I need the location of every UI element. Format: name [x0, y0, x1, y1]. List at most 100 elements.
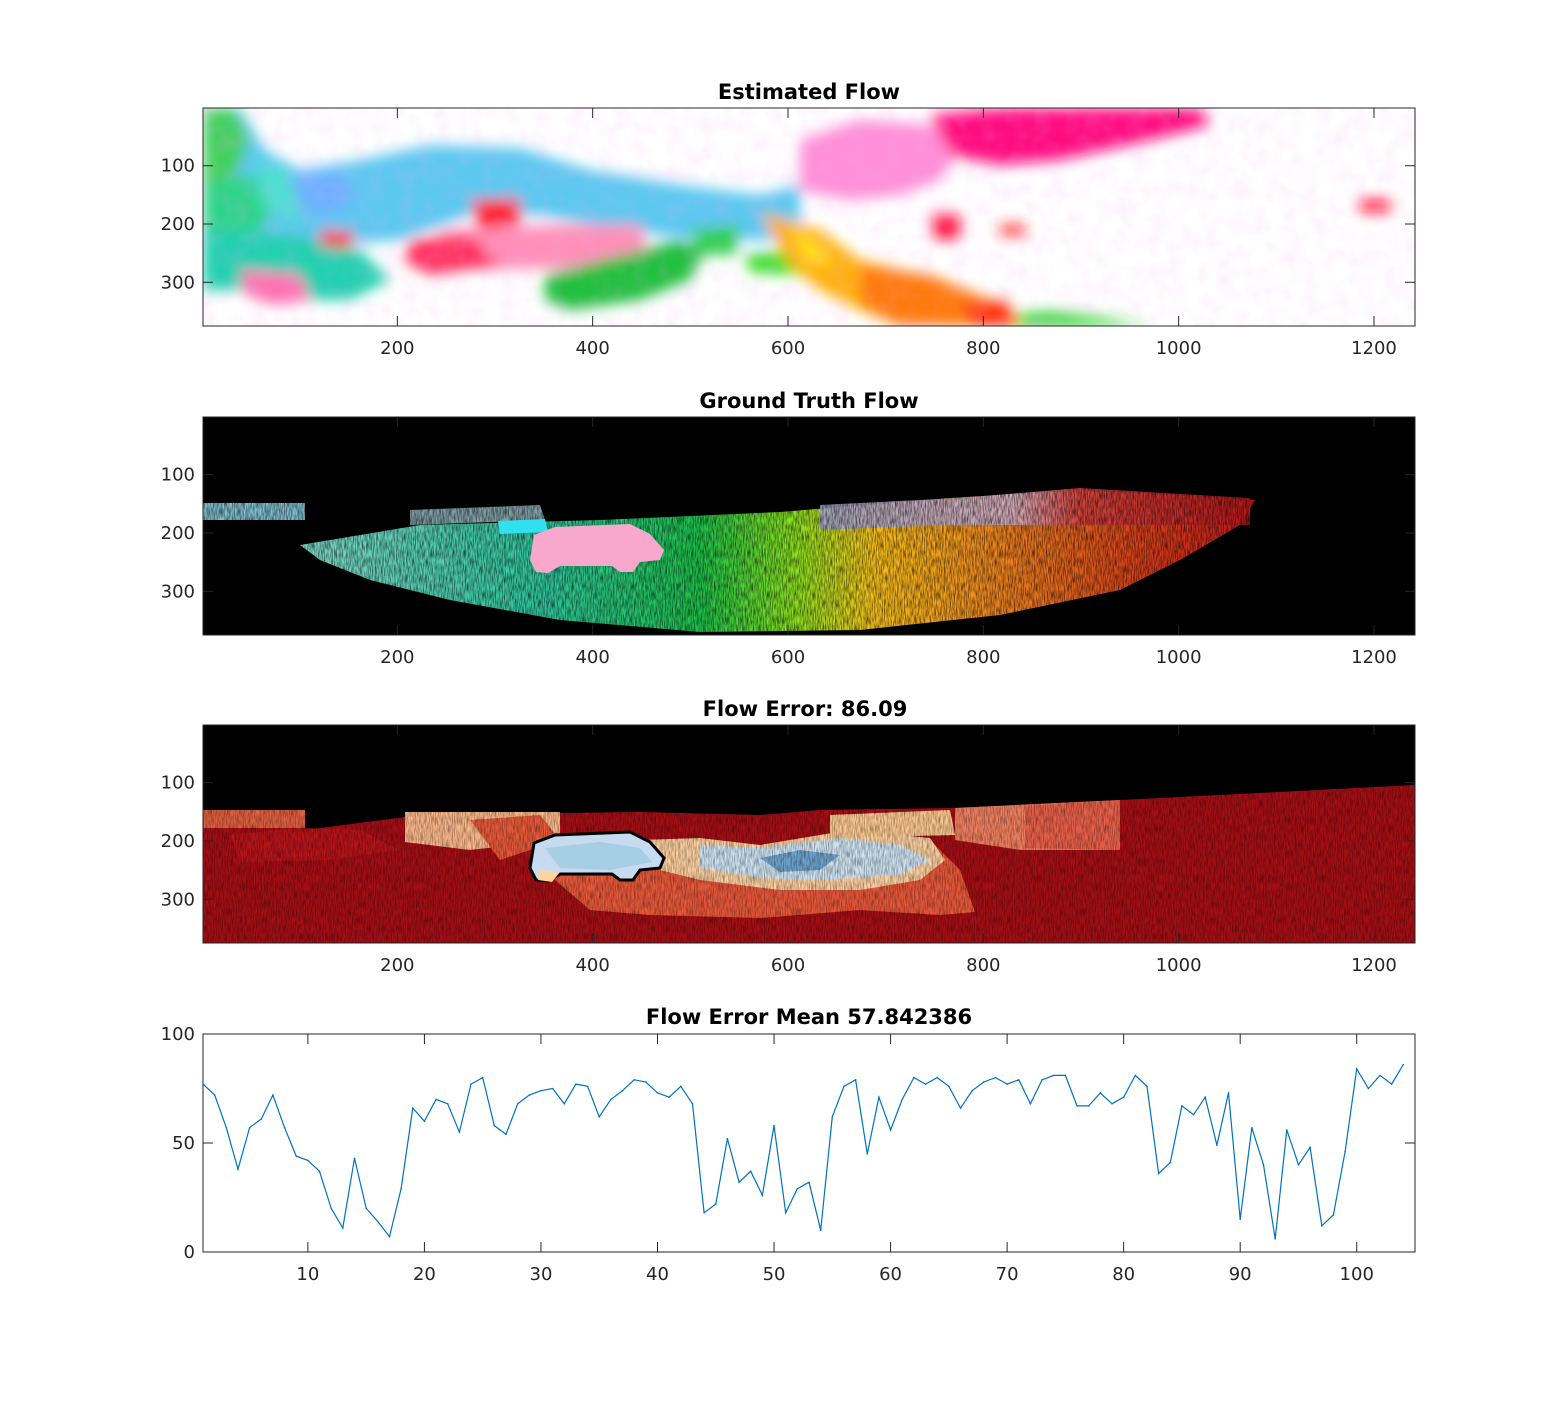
x-tick-label: 60	[879, 1264, 902, 1285]
data-point	[295, 1155, 297, 1157]
x-tick-label: 80	[1112, 1264, 1135, 1285]
data-point	[1251, 1127, 1253, 1129]
data-point	[517, 1103, 519, 1105]
data-point	[1286, 1129, 1288, 1131]
panel-ground-truth-flow: Ground Truth Flow 200 400 600 800 1000 1200 10…	[161, 389, 1415, 668]
data-point	[936, 1077, 938, 1079]
x-tick-label: 1000	[1156, 955, 1202, 976]
data-point	[832, 1116, 834, 1118]
panel-title-flow-error: Flow Error: 86.09	[703, 697, 908, 721]
x-tick-label: 400	[575, 338, 609, 359]
data-point	[692, 1103, 694, 1105]
data-point	[389, 1236, 391, 1238]
data-point	[855, 1079, 857, 1081]
data-point	[1169, 1162, 1171, 1164]
chart-title: Flow Error Mean 57.842386	[646, 1005, 972, 1029]
data-point	[1274, 1238, 1276, 1240]
data-point	[226, 1127, 228, 1129]
data-point	[1356, 1068, 1358, 1070]
x-tick-label: 10	[296, 1264, 319, 1285]
x-tick-label: 1000	[1156, 647, 1202, 668]
data-point	[424, 1120, 426, 1122]
data-point	[1158, 1173, 1160, 1175]
panel-flow-error-mean: Flow Error Mean 57.842386 10 20 30 40 50 60 70…	[161, 1005, 1415, 1285]
y-tick-label: 100	[161, 465, 195, 486]
data-point	[272, 1094, 274, 1096]
data-point	[1041, 1079, 1043, 1081]
x-tick-label: 600	[771, 338, 805, 359]
data-point	[529, 1094, 531, 1096]
x-tick-label: 600	[771, 955, 805, 976]
data-point	[505, 1133, 507, 1135]
data-point	[1321, 1225, 1323, 1227]
data-point	[960, 1107, 962, 1109]
data-point	[400, 1188, 402, 1190]
x-tick-label: 1200	[1351, 955, 1397, 976]
data-point	[1053, 1075, 1055, 1077]
y-tick-label: 100	[161, 1024, 195, 1045]
panel-flow-error: Flow Error: 86.09 200 400 600 800 1000 1200 10…	[161, 697, 1415, 976]
data-point	[494, 1125, 496, 1127]
data-point	[738, 1181, 740, 1183]
data-point	[890, 1129, 892, 1131]
data-point	[459, 1131, 461, 1133]
y-tick-label: 100	[161, 156, 195, 177]
data-point	[843, 1086, 845, 1088]
data-point	[1123, 1096, 1125, 1098]
data-point	[657, 1092, 659, 1094]
data-point	[563, 1103, 565, 1105]
y-tick-label: 0	[184, 1242, 195, 1263]
data-point	[715, 1203, 717, 1205]
x-tick-label: 1000	[1156, 338, 1202, 359]
x-tick-label: 200	[380, 955, 414, 976]
x-tick-label: 90	[1229, 1264, 1252, 1285]
data-point	[1006, 1083, 1008, 1085]
data-point	[866, 1153, 868, 1155]
ground-truth-image	[203, 417, 1415, 635]
y-tick-label: 200	[161, 523, 195, 544]
x-tick-label: 200	[380, 338, 414, 359]
data-point	[680, 1086, 682, 1088]
data-point	[540, 1090, 542, 1092]
y-tick-label: 300	[161, 581, 195, 602]
data-point	[820, 1229, 822, 1231]
x-tick-label: 600	[771, 647, 805, 668]
data-point	[1239, 1219, 1241, 1221]
data-point	[365, 1208, 367, 1210]
x-tick-label: 800	[966, 647, 1000, 668]
data-point	[598, 1116, 600, 1118]
y-tick-label: 300	[161, 272, 195, 293]
data-point	[1076, 1105, 1078, 1107]
data-point	[948, 1086, 950, 1088]
data-point	[307, 1160, 309, 1162]
data-point	[1146, 1086, 1148, 1088]
x-tick-label: 70	[996, 1264, 1019, 1285]
data-point	[377, 1221, 379, 1223]
data-point	[1309, 1147, 1311, 1149]
data-point	[1368, 1088, 1370, 1090]
data-point	[319, 1171, 321, 1173]
data-point	[645, 1081, 647, 1083]
data-point	[412, 1107, 414, 1109]
x-tick-label: 400	[575, 647, 609, 668]
data-point	[1216, 1144, 1218, 1146]
data-point	[901, 1099, 903, 1101]
data-point	[249, 1127, 251, 1129]
y-tick-label: 100	[161, 773, 195, 794]
data-point	[447, 1103, 449, 1105]
data-point	[202, 1083, 204, 1085]
data-point	[797, 1188, 799, 1190]
data-point	[237, 1168, 239, 1170]
x-tick-label: 800	[966, 338, 1000, 359]
data-point	[342, 1227, 344, 1229]
x-tick-label: 30	[530, 1264, 553, 1285]
data-point	[762, 1195, 764, 1197]
data-point	[983, 1081, 985, 1083]
data-point	[878, 1096, 880, 1098]
x-tick-label: 20	[413, 1264, 436, 1285]
data-point	[750, 1171, 752, 1173]
x-tick-label: 400	[575, 955, 609, 976]
data-point	[785, 1212, 787, 1214]
y-tick-label: 200	[161, 831, 195, 852]
